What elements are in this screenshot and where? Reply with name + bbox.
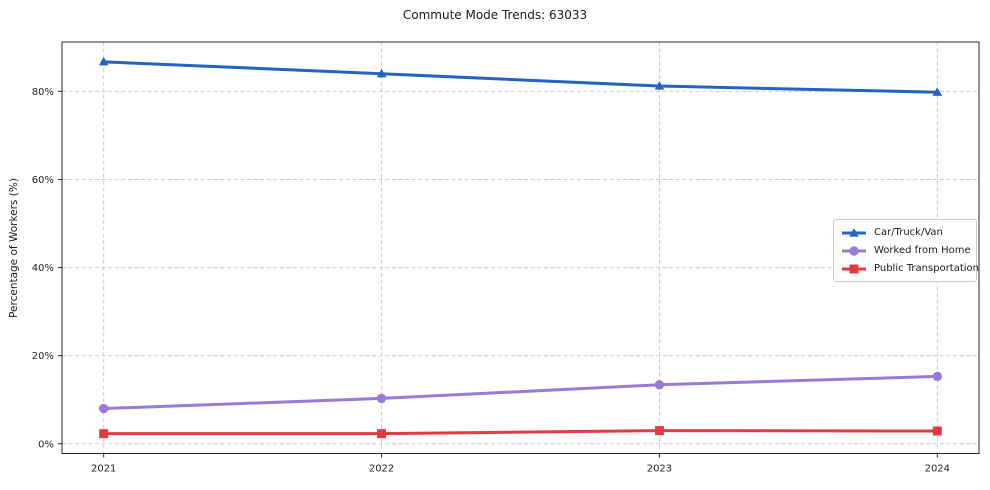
data-point-marker (654, 81, 665, 90)
x-tick-label: 2023 (647, 464, 672, 475)
x-tick-label: 2024 (925, 464, 950, 475)
y-tick-label: 60% (32, 175, 54, 186)
data-point-marker (377, 429, 387, 439)
data-point-marker (932, 371, 943, 382)
chart-title: Commute Mode Trends: 63033 (402, 8, 588, 22)
legend: Car/Truck/Van Worked from Home Public Tran… (833, 219, 979, 282)
legend-label: Public Transportation (874, 263, 979, 274)
x-tick-label: 2021 (91, 464, 116, 475)
series-public-transportation (99, 426, 942, 439)
data-point-marker (98, 403, 109, 414)
x-tick-label: 2022 (369, 464, 394, 475)
data-point-marker (654, 380, 665, 390)
series-car-truck-van (98, 56, 943, 96)
data-point-marker (849, 227, 859, 237)
legend-item: Public Transportation (841, 261, 979, 276)
data-point-marker (654, 426, 664, 436)
series-line-public-transportation (102, 429, 939, 436)
legend-label: Car/Truck/Van (874, 227, 943, 238)
data-point-marker (98, 56, 109, 66)
y-tick-label: 0% (38, 439, 54, 450)
legend-swatch-circle-icon (842, 245, 866, 256)
data-point-marker (376, 393, 387, 404)
legend-swatch-triangle-icon (842, 227, 866, 237)
series-line-car-truck-van (102, 60, 939, 94)
legend-label: Worked from Home (874, 245, 971, 256)
axes-box (61, 41, 980, 454)
y-tick-label: 20% (32, 351, 54, 362)
data-point-marker (849, 245, 859, 256)
series-line-worked-from-home (102, 374, 939, 411)
data-point-marker (932, 87, 943, 96)
y-tick-label: 80% (32, 87, 54, 98)
series-worked-from-home (98, 371, 943, 414)
legend-item: Worked from Home (841, 243, 971, 258)
data-point-marker (932, 426, 942, 436)
data-point-marker (376, 68, 387, 78)
data-point-marker (99, 429, 109, 439)
data-point-marker (849, 264, 859, 273)
legend-item: Car/Truck/Van (841, 225, 969, 240)
y-tick-label: 40% (32, 263, 54, 274)
legend-swatch-square-icon (842, 264, 866, 273)
